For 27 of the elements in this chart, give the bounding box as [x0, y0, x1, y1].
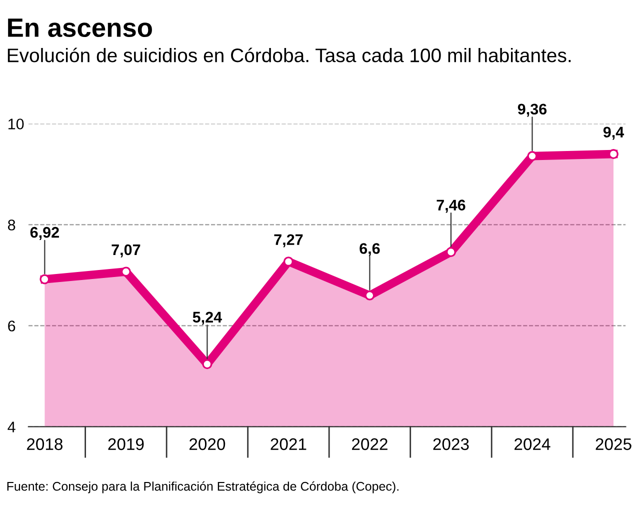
x-tick-label: 2025 [596, 438, 632, 450]
data-label: 7,27 [274, 234, 303, 248]
point [364, 290, 375, 300]
data-label: 5,24 [192, 312, 222, 325]
chart-subtitle: Evolución de suicidios en Córdoba. Tasa cada 100 mil habitantes. [8, 48, 571, 62]
data-label: 9,4 [603, 126, 624, 140]
data-label: 9,36 [518, 104, 547, 117]
x-tick-label: 2018 [26, 438, 63, 450]
data-label: 6,6 [360, 243, 380, 256]
x-tick-label: 2024 [514, 438, 550, 450]
x-tick-label: 2020 [190, 438, 226, 450]
source-note: Fuente: Consejo para la Planificación Estratégica de Córdoba (Copec). [7, 481, 398, 494]
y-tick-label: 4 [8, 422, 16, 432]
y-tick-label: 8 [8, 220, 16, 230]
data-label: 7,46 [436, 200, 466, 213]
chart-title: En ascenso [8, 18, 152, 38]
point [446, 246, 456, 257]
x-tick-label: 2023 [433, 438, 469, 450]
y-tick-label: 6 [8, 320, 16, 332]
x-tick-label: 2022 [352, 438, 388, 450]
point [527, 151, 538, 162]
data-label: 6,92 [30, 226, 59, 240]
y-tick-label: 10 [8, 118, 24, 130]
x-tick-label: 2021 [270, 438, 306, 450]
data-label: 7,07 [112, 244, 140, 258]
point [202, 359, 212, 370]
x-tick-label: 2019 [108, 438, 144, 450]
